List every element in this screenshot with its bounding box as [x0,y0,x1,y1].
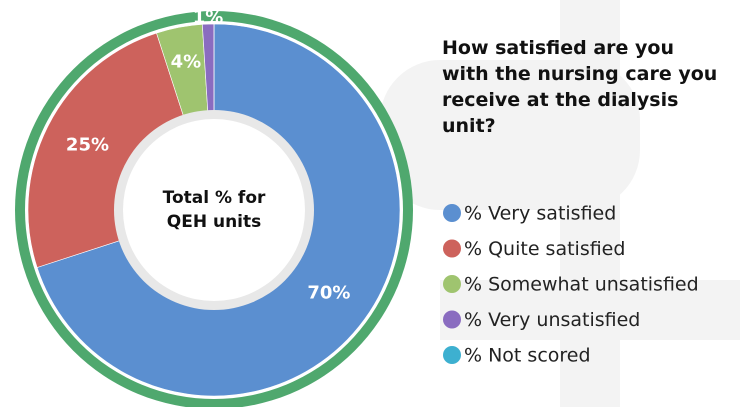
value-label: 4% [171,52,202,73]
legend-marker [443,346,461,364]
chart-title: How satisfied are you with the nursing ca… [442,37,717,137]
center-label: Total % for QEH units [163,188,266,232]
legend-marker [443,310,461,329]
value-label: 25% [66,135,109,156]
hole [123,119,305,301]
legend-label: % Very satisfied [464,203,616,225]
legend-marker [443,239,461,258]
legend-label: % Quite satisfied [464,238,625,260]
value-label: 1% [193,7,224,28]
background-silhouette [380,0,740,407]
legend-label: % Somewhat unsatisfied [464,274,699,296]
legend-marker [443,275,461,293]
legend-label: % Not scored [464,345,591,367]
value-label: 70% [307,282,350,303]
legend-label: % Very unsatisfied [464,309,640,331]
legend-marker [443,204,461,222]
